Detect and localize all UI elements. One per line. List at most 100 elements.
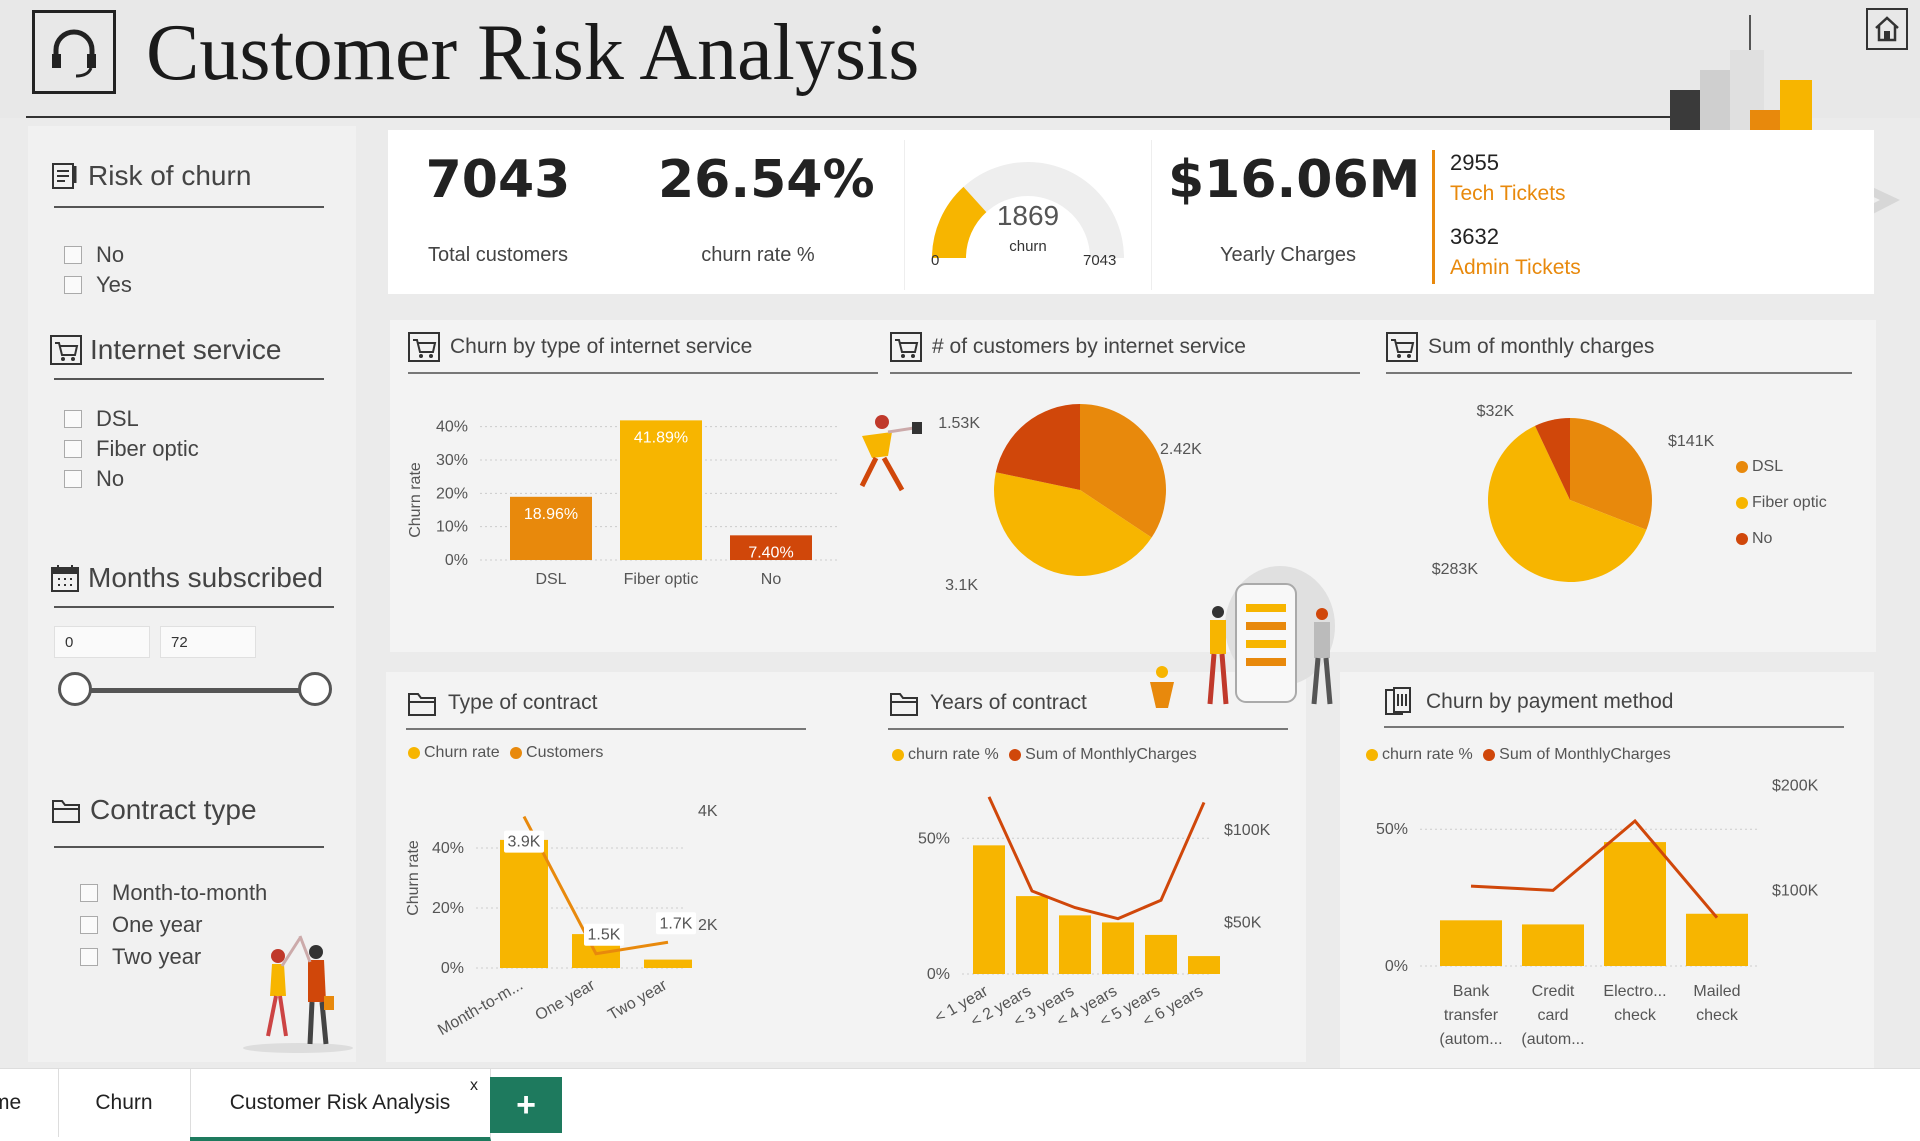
checkbox[interactable]: [80, 916, 98, 934]
y-tick-label: 20%: [436, 485, 468, 502]
slice-label: 1.53K: [938, 415, 980, 432]
home-icon[interactable]: [1866, 8, 1908, 50]
y-tick-label: 10%: [436, 519, 468, 536]
y-tick-label: 0%: [445, 552, 468, 569]
option-label: Fiber optic: [96, 436, 199, 461]
slice-label: $283K: [1432, 561, 1479, 578]
y-axis-label: Churn rate: [405, 840, 422, 916]
x-tick-label: Two year: [605, 976, 670, 1024]
bar: [1016, 896, 1048, 974]
bar: [1522, 924, 1584, 966]
churn-gauge: 1869 churn 0 7043: [904, 140, 1152, 290]
x-tick-label: (autom...: [1439, 1031, 1502, 1048]
bar: [1059, 915, 1091, 974]
checkbox[interactable]: [64, 276, 82, 294]
months-min-input[interactable]: 0: [54, 626, 150, 658]
bar: [1686, 913, 1748, 966]
legend-dot: [1736, 460, 1748, 473]
runner-illustration: [859, 415, 922, 492]
churn-rate-value: 26.54%: [658, 150, 875, 210]
option-label: No: [96, 466, 125, 491]
tab-churn[interactable]: Churn: [58, 1069, 191, 1137]
legend-dot: [510, 746, 523, 759]
months-slider-min-handle[interactable]: [58, 672, 92, 706]
checkbox[interactable]: [64, 410, 82, 428]
contract-option-one-year[interactable]: One year: [80, 912, 203, 938]
bar: [1188, 956, 1220, 974]
legend-label: Fiber optic: [1752, 494, 1827, 511]
tab-customer-risk-analysis[interactable]: Customer Risk Analysis: [190, 1069, 491, 1141]
checkbox[interactable]: [80, 884, 98, 902]
cart-icon: [890, 332, 922, 362]
monthly-charges-chart: $141K $283K $32K: [1432, 403, 1715, 582]
risk-option-yes[interactable]: Yes: [64, 272, 132, 298]
churn-by-internet-chart: Churn rate 0% 10% 20% 30% 40% 18.96% DSL 41.89% F…: [407, 419, 840, 588]
legend-label: Churn rate: [424, 744, 500, 761]
payment-chart-title: Churn by payment method: [1384, 686, 1673, 718]
internet-service-label: Internet service: [90, 334, 282, 365]
months-slider-max-handle[interactable]: [298, 672, 332, 706]
folder-icon: [890, 693, 918, 716]
calendar-icon: [51, 565, 79, 592]
bar: [500, 839, 548, 968]
contract-type-chart-title: Type of contract: [406, 688, 597, 718]
x-tick-label: Electro...: [1603, 983, 1666, 1000]
pie-slice: [1080, 404, 1166, 538]
divider: [54, 846, 324, 848]
internet-option-dsl[interactable]: DSL: [64, 406, 139, 432]
risk-of-churn-header: Risk of churn: [50, 160, 251, 192]
y2-tick-label: 2K: [698, 917, 718, 934]
series-line: [1470, 818, 1719, 919]
high-five-illustration: [243, 935, 353, 1053]
label-bg: [584, 923, 624, 946]
y2-tick-label: $50K: [1224, 914, 1262, 931]
cart-icon: [1386, 332, 1418, 362]
legend-dot: [1736, 496, 1748, 509]
checkbox[interactable]: [64, 470, 82, 488]
legend-label: churn rate %: [908, 746, 999, 763]
bar: [1102, 922, 1134, 974]
tech-tickets-value: 2955: [1450, 150, 1499, 175]
tab-close-icon[interactable]: x: [470, 1077, 478, 1094]
risk-option-no[interactable]: No: [64, 242, 124, 268]
data-label: 41.89%: [634, 429, 688, 446]
divider: [408, 372, 878, 374]
slice-label: $32K: [1477, 403, 1515, 420]
checkbox[interactable]: [64, 440, 82, 458]
option-label: Two year: [112, 944, 202, 969]
page-title: Customer Risk Analysis: [146, 9, 920, 97]
document-icon: [1385, 687, 1411, 715]
x-tick-label: check: [1614, 1007, 1657, 1024]
months-max-input[interactable]: 72: [160, 626, 256, 658]
divider: [1386, 372, 1852, 374]
data-label: 1.5K: [588, 927, 621, 944]
cart-icon: [408, 332, 440, 362]
y-tick-label: 50%: [918, 830, 950, 847]
tab-home[interactable]: me: [0, 1069, 59, 1137]
label-bg: [504, 830, 544, 853]
cart-icon: [50, 335, 82, 365]
internet-option-no[interactable]: No: [64, 466, 124, 492]
gauge-min: 0: [931, 252, 940, 269]
contract-option-two-year[interactable]: Two year: [80, 944, 201, 970]
chart-title-text: # of customers by internet service: [932, 335, 1246, 358]
checkbox[interactable]: [64, 246, 82, 264]
bar: [620, 420, 702, 560]
legend-label: No: [1752, 530, 1773, 547]
add-page-button[interactable]: +: [490, 1077, 562, 1133]
team-illustration: [1150, 566, 1335, 708]
risk-of-churn-label: Risk of churn: [88, 160, 252, 191]
internet-option-fiber[interactable]: Fiber optic: [64, 436, 199, 462]
gauge-value: 1869: [996, 200, 1060, 231]
y2-tick-label: $200K: [1772, 777, 1819, 794]
title-bar: [0, 0, 1920, 118]
option-label: Month-to-month: [112, 880, 268, 905]
bar: [1440, 920, 1502, 966]
contract-type-header: Contract type: [50, 794, 257, 826]
months-slider-track[interactable]: [76, 688, 316, 693]
contract-option-month[interactable]: Month-to-month: [80, 880, 267, 906]
bar: [1604, 842, 1666, 966]
pie-slice: [1535, 418, 1570, 500]
slice-label: 2.42K: [1160, 441, 1202, 458]
checkbox[interactable]: [80, 948, 98, 966]
